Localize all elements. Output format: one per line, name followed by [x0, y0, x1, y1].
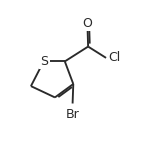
Text: S: S: [40, 55, 48, 68]
Text: O: O: [82, 17, 92, 31]
Text: Cl: Cl: [109, 51, 121, 64]
Text: Br: Br: [66, 108, 79, 121]
